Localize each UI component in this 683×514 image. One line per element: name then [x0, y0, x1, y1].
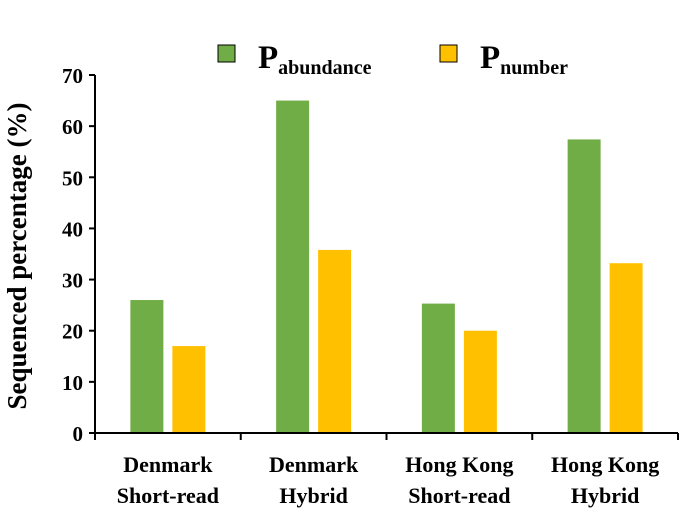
legend-label-abundance: Pabundance	[258, 40, 372, 79]
bars	[130, 100, 643, 434]
x-tick-label-line1: Denmark	[269, 452, 359, 477]
bar-abundance-2	[276, 100, 310, 434]
axes	[94, 75, 679, 440]
legend-swatch-abundance	[217, 44, 236, 63]
y-tick-label: 0	[73, 422, 84, 446]
bar-number-1	[172, 346, 206, 433]
bar-number-4	[609, 263, 643, 433]
y-tick-label: 60	[62, 115, 83, 139]
x-axis-labels: Denmark Short-read Denmark Hybrid Hong Kong S…	[117, 452, 659, 508]
bar-abundance-4	[567, 139, 601, 433]
x-tick-label-line1: Hong Kong	[405, 452, 513, 477]
x-tick-label-line2: Hybrid	[279, 483, 347, 508]
legend-swatch-number	[439, 44, 458, 63]
x-tick-label-line1: Denmark	[123, 452, 213, 477]
y-tick-label: 40	[62, 217, 83, 241]
y-tick-label: 10	[62, 371, 83, 395]
bar-number-3	[463, 330, 497, 433]
x-tick-label-line2: Hybrid	[571, 483, 639, 508]
y-tick-label: 70	[62, 64, 83, 88]
bar-abundance-3	[421, 303, 455, 433]
legend: Pabundance Pnumber	[217, 40, 568, 79]
y-tick-label: 20	[62, 320, 83, 344]
x-tick-label-line1: Hong Kong	[551, 452, 659, 477]
x-tick-label-line2: Short-read	[117, 483, 219, 508]
y-tick-label: 30	[62, 269, 83, 293]
bar-number-2	[318, 249, 352, 433]
y-axis-ticks: 0 10 20 30 40 50 60 70	[62, 64, 95, 446]
bar-abundance-1	[130, 300, 164, 433]
y-tick-label: 50	[62, 166, 83, 190]
y-axis-label: Sequenced percentage (%)	[2, 103, 32, 410]
legend-label-number: Pnumber	[480, 40, 568, 79]
x-tick-label-line2: Short-read	[408, 483, 510, 508]
